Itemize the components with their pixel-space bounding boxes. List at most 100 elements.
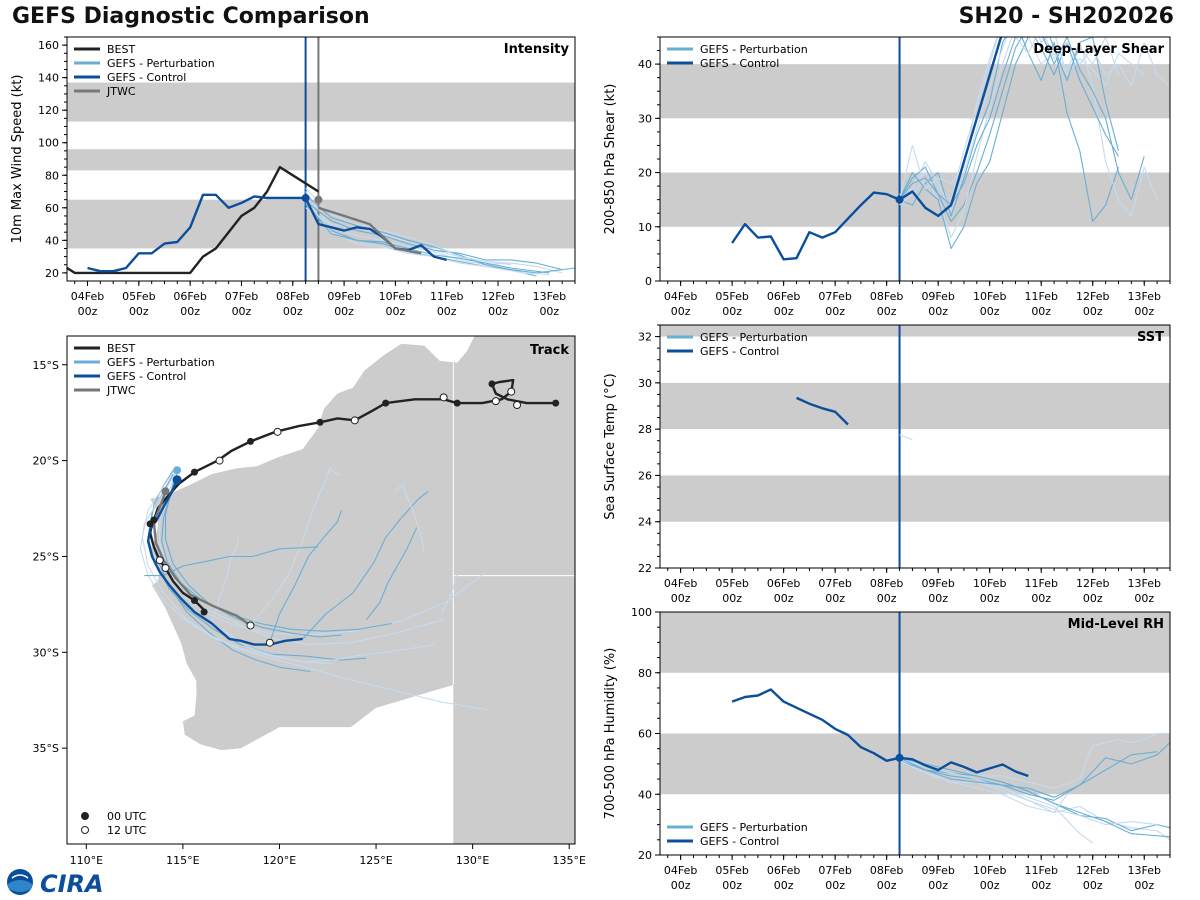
- y-tick-label: 20: [638, 849, 652, 862]
- track-jtwc-line: [152, 490, 252, 627]
- best-00utc-marker: [453, 399, 461, 407]
- x-tick-label-hour: 00z: [722, 592, 742, 605]
- y-tick-label: 20: [638, 167, 652, 180]
- legend-label: BEST: [107, 43, 135, 56]
- chart-rh: 20 40 60 80 100 04Feb 00z 05Feb 00z 06Feb 00z 07Feb…: [603, 606, 1171, 892]
- series-pert-line: [305, 191, 563, 274]
- map-area: [139, 336, 575, 844]
- x-tick-label-hour: 00z: [671, 592, 691, 605]
- best-00utc-marker: [488, 380, 496, 388]
- storm-id-label: SH20 - SH202026: [958, 4, 1174, 29]
- lon-tick-label: 135°E: [552, 854, 585, 867]
- x-tick-label-date: 13Feb: [1128, 864, 1161, 877]
- x-tick-label-hour: 00z: [1083, 879, 1103, 892]
- legend-label: GEFS - Control: [700, 835, 779, 848]
- track-pert-line: [139, 471, 334, 665]
- shaded-band: [660, 382, 1170, 430]
- shaded-band: [660, 733, 1170, 795]
- x-tick-label-date: 06Feb: [173, 290, 206, 303]
- x-tick-label-date: 08Feb: [870, 864, 903, 877]
- x-tick-label-hour: 00z: [877, 305, 897, 318]
- legend-label: GEFS - Control: [700, 57, 779, 70]
- jtwc-init-marker: [314, 195, 323, 204]
- australia-landmass: [150, 336, 575, 844]
- x-tick-label-hour: 00z: [334, 305, 354, 318]
- map-frame: [66, 335, 576, 845]
- cira-logo-text: CIRA: [40, 870, 104, 898]
- y-tick-label: 40: [638, 58, 652, 71]
- x-tick-label-date: 12Feb: [1076, 290, 1109, 303]
- best-00utc-marker: [190, 468, 198, 476]
- y-axis-label: 700-500 hPa Humidity (%): [603, 648, 618, 820]
- lat-tick-label: 30°S: [33, 646, 59, 659]
- best-12utc-marker: [439, 393, 448, 402]
- x-tick-label-date: 11Feb: [1024, 290, 1057, 303]
- y-tick-label: 40: [45, 234, 59, 247]
- x-tick-label-hour: 00z: [1134, 305, 1154, 318]
- best-12utc-marker: [161, 563, 170, 572]
- y-tick-label: 100: [38, 137, 59, 150]
- x-tick-label-date: 05Feb: [715, 577, 748, 590]
- track-pert-line: [164, 473, 342, 638]
- lat-tick-label: 20°S: [33, 455, 59, 468]
- best-00utc-marker: [246, 437, 254, 445]
- series-pert-line: [305, 202, 550, 274]
- x-tick-label-date: 11Feb: [1024, 864, 1057, 877]
- lat-tick-label: 25°S: [33, 550, 59, 563]
- best-12utc-marker: [246, 621, 255, 630]
- x-tick-label-date: 07Feb: [225, 290, 258, 303]
- y-tick-label: 20: [45, 267, 59, 280]
- x-tick-label-hour: 00z: [180, 305, 200, 318]
- init-marker: [301, 194, 310, 203]
- y-axis-label: Sea Surface Temp (°C): [603, 373, 618, 520]
- best-12utc-marker: [265, 638, 274, 647]
- x-tick-label-hour: 00z: [722, 305, 742, 318]
- page-title: GEFS Diagnostic Comparison: [12, 4, 370, 29]
- x-tick-label-date: 10Feb: [973, 864, 1006, 877]
- series-control-line: [87, 193, 306, 273]
- shaded-band: [660, 475, 1170, 522]
- noaa-wave-icon: [8, 880, 32, 892]
- x-tick-label-hour: 00z: [928, 305, 948, 318]
- x-tick-label-hour: 00z: [877, 879, 897, 892]
- lon-tick-label: 110°E: [70, 854, 103, 867]
- y-tick-label: 30: [638, 377, 652, 390]
- track-pert-line: [395, 483, 425, 553]
- legend-label: GEFS - Control: [107, 370, 186, 383]
- series-jtwc-line: [318, 206, 422, 255]
- control-init-marker: [172, 475, 182, 485]
- x-tick-label-hour: 00z: [877, 592, 897, 605]
- x-tick-label-hour: 00z: [1031, 879, 1051, 892]
- noaa-bird-icon: [11, 874, 29, 879]
- series-pert-line: [899, 37, 1120, 222]
- lon-tick-label: 120°E: [263, 854, 296, 867]
- series-pert-line: [898, 37, 1170, 200]
- shaded-band: [67, 82, 575, 122]
- x-tick-label-date: 11Feb: [1024, 577, 1057, 590]
- track-best-line: [148, 378, 556, 613]
- x-tick-label-date: 11Feb: [430, 290, 463, 303]
- x-tick-label-hour: 00z: [386, 305, 406, 318]
- series-control-line: [731, 688, 1029, 778]
- best-12utc-marker: [215, 456, 224, 465]
- track-pert-line: [211, 537, 240, 624]
- plot-area: [660, 37, 1170, 281]
- jtwc-init-marker: [161, 487, 170, 496]
- track-pert-line: [144, 546, 319, 577]
- pert-init-marker: [173, 466, 182, 475]
- lon-tick-label: 130°E: [456, 854, 489, 867]
- init-marker: [895, 195, 904, 204]
- legend-label: GEFS - Control: [107, 71, 186, 84]
- series-control-line: [796, 396, 849, 426]
- series-pert-line: [899, 37, 1158, 217]
- series-pert-line: [305, 199, 550, 276]
- x-tick-label-hour: 00z: [488, 305, 508, 318]
- plot-area: [660, 612, 1170, 855]
- lon-tick-label: 125°E: [359, 854, 392, 867]
- x-tick-label-hour: 00z: [825, 879, 845, 892]
- track-pert-line: [250, 467, 340, 626]
- x-tick-label-date: 10Feb: [973, 290, 1006, 303]
- legend-label: BEST: [107, 342, 135, 355]
- x-tick-label-date: 04Feb: [664, 290, 697, 303]
- track-pert-line: [149, 469, 311, 673]
